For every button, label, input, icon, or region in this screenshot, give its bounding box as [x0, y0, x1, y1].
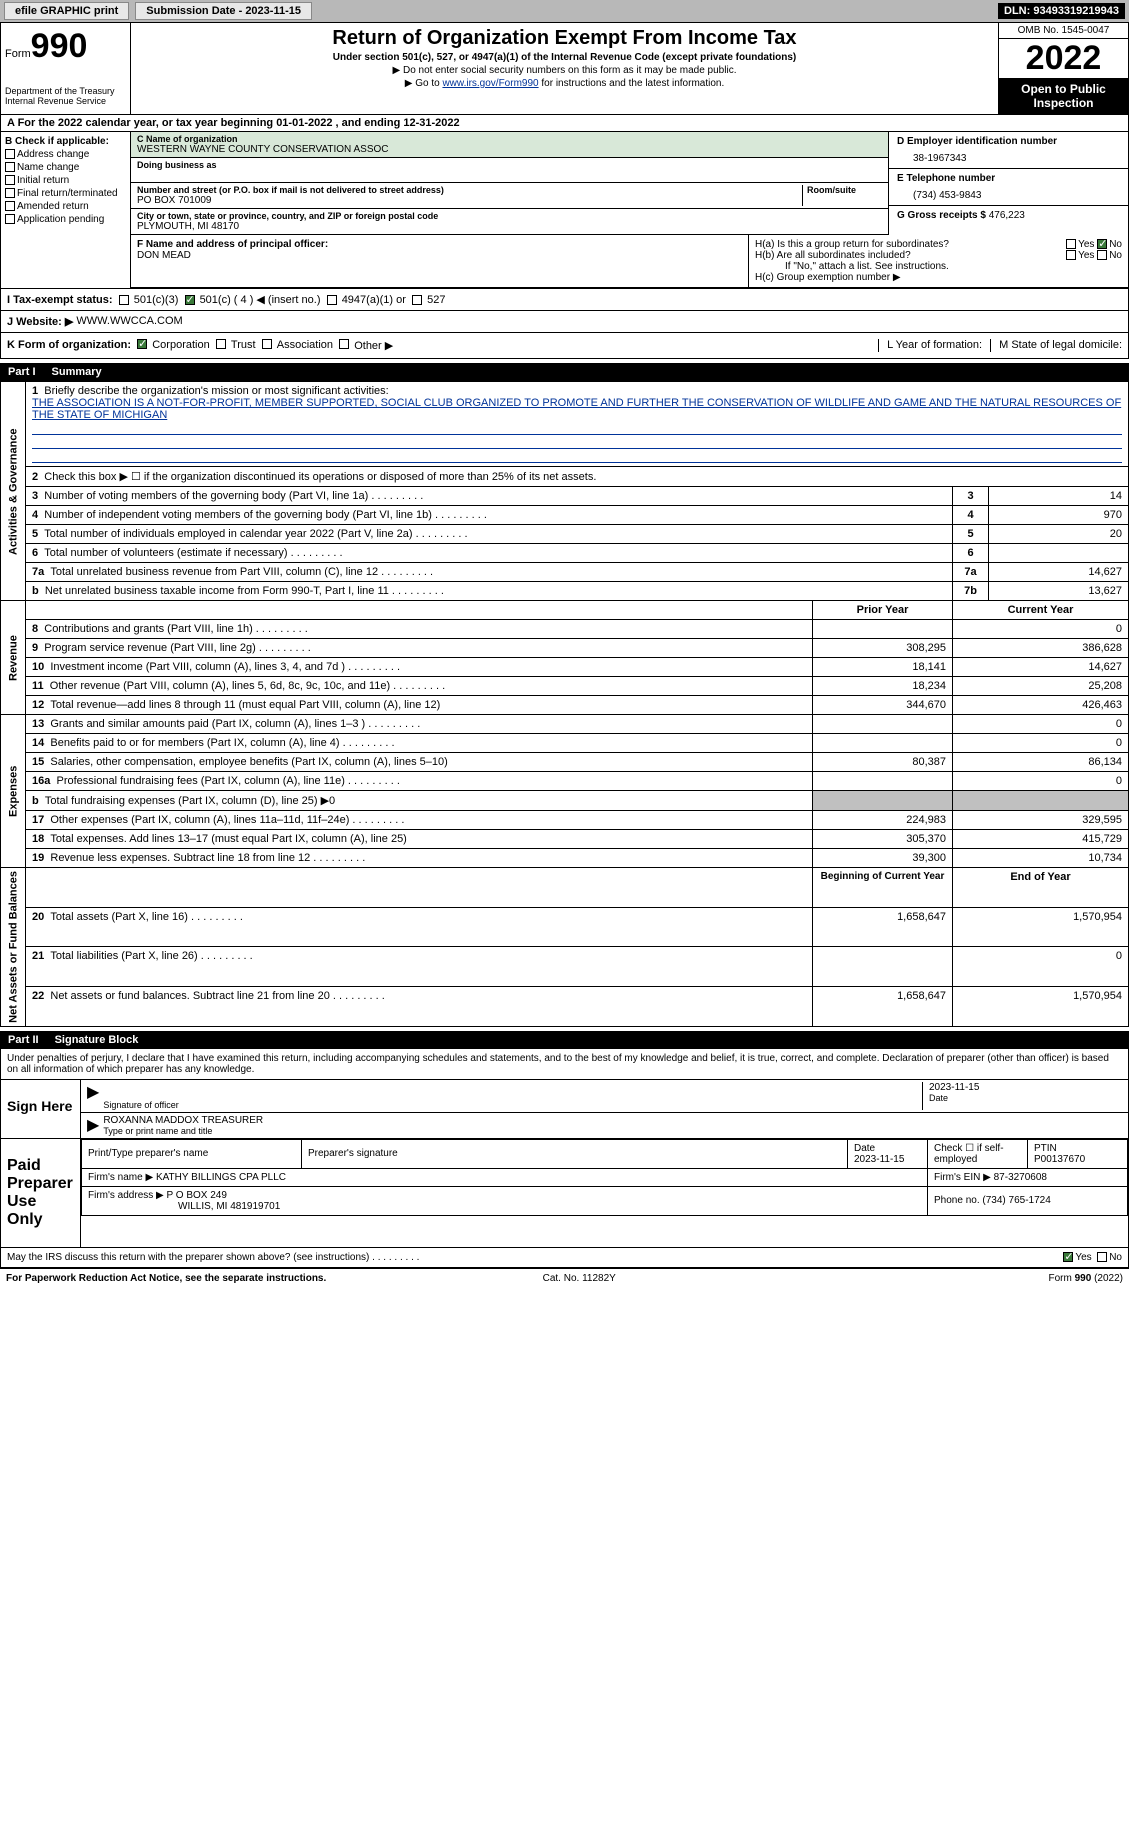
ein-value: 38-1967343	[897, 147, 1120, 164]
addr-label: Number and street (or P.O. box if mail i…	[137, 185, 802, 195]
summary-table: Activities & Governance 1 Briefly descri…	[0, 381, 1129, 1027]
chk-initial-return[interactable]	[5, 175, 15, 185]
ha-yes[interactable]	[1066, 239, 1076, 249]
phone-label: E Telephone number	[897, 173, 1120, 184]
discuss-yes[interactable]	[1063, 1252, 1073, 1262]
form-ref: Form 990 (2022)	[1049, 1273, 1123, 1284]
top-toolbar: efile GRAPHIC print Submission Date - 20…	[0, 0, 1129, 22]
mission-text: THE ASSOCIATION IS A NOT-FOR-PROFIT, MEM…	[32, 397, 1121, 421]
side-netassets: Net Assets or Fund Balances	[1, 868, 26, 1027]
form-word: Form	[5, 48, 31, 60]
col-b-label: B Check if applicable:	[5, 136, 126, 147]
prep-sig-label: Preparer's signature	[302, 1139, 848, 1168]
name-title-label: Type or print name and title	[103, 1126, 1122, 1136]
discuss-label: May the IRS discuss this return with the…	[7, 1252, 419, 1263]
side-expenses: Expenses	[1, 715, 26, 868]
hb-note: If "No," attach a list. See instructions…	[755, 261, 1122, 272]
dln-label: DLN: 93493319219943	[998, 3, 1125, 19]
org-name: WESTERN WAYNE COUNTY CONSERVATION ASSOC	[137, 144, 882, 155]
cat-number: Cat. No. 11282Y	[543, 1273, 616, 1284]
page-footer: For Paperwork Reduction Act Notice, see …	[0, 1268, 1129, 1288]
chk-4947[interactable]	[327, 295, 337, 305]
arrow-icon: ▶	[87, 1115, 99, 1136]
chk-address-change[interactable]	[5, 149, 15, 159]
hb-label: H(b) Are all subordinates included?	[755, 250, 911, 261]
irs-link[interactable]: www.irs.gov/Form990	[442, 78, 538, 89]
chk-corp[interactable]	[137, 339, 147, 349]
gross-label: G Gross receipts $	[897, 210, 986, 221]
phone-value: (734) 453-9843	[897, 184, 1120, 201]
signature-block: Under penalties of perjury, I declare th…	[0, 1049, 1129, 1268]
side-revenue: Revenue	[1, 601, 26, 715]
open-inspection: Open to Public Inspection	[999, 78, 1128, 114]
side-activities: Activities & Governance	[1, 382, 26, 601]
chk-app-pending[interactable]	[5, 214, 15, 224]
prep-name-label: Print/Type preparer's name	[82, 1139, 302, 1168]
chk-501c[interactable]	[185, 295, 195, 305]
part2-header: Part II Signature Block	[0, 1031, 1129, 1049]
discuss-no[interactable]	[1097, 1252, 1107, 1262]
org-name-label: C Name of organization	[137, 134, 882, 144]
year-formation: L Year of formation:	[878, 339, 982, 352]
hb-no[interactable]	[1097, 250, 1107, 260]
row-k-form-org: K Form of organization: Corporation Trus…	[0, 333, 1129, 359]
chk-other[interactable]	[339, 339, 349, 349]
dba-label: Doing business as	[137, 160, 882, 170]
form-title: Return of Organization Exempt From Incom…	[141, 27, 988, 50]
hb-yes[interactable]	[1066, 250, 1076, 260]
gross-value: 476,223	[989, 210, 1025, 221]
officer-name-title: ROXANNA MADDOX TREASURER	[103, 1115, 1122, 1126]
state-domicile: M State of legal domicile:	[990, 339, 1122, 352]
addr-value: PO BOX 701009	[137, 195, 802, 206]
tax-year: 2022	[999, 39, 1128, 78]
ha-label: H(a) Is this a group return for subordin…	[755, 239, 949, 250]
form-subtitle: Under section 501(c), 527, or 4947(a)(1)…	[141, 52, 988, 63]
city-label: City or town, state or province, country…	[137, 211, 882, 221]
chk-assoc[interactable]	[262, 339, 272, 349]
chk-name-change[interactable]	[5, 162, 15, 172]
sig-officer-label: Signature of officer	[103, 1100, 922, 1110]
hc-label: H(c) Group exemption number ▶	[755, 272, 1122, 283]
dept-label: Department of the Treasury Internal Reve…	[5, 86, 126, 106]
omb-number: OMB No. 1545-0047	[999, 23, 1128, 39]
note-goto: ▶ Go to www.irs.gov/Form990 for instruct…	[141, 78, 988, 89]
sig-date-value: 2023-11-15	[929, 1082, 1122, 1093]
sign-here-label: Sign Here	[1, 1080, 81, 1138]
block-bcdefg: B Check if applicable: Address change Na…	[0, 132, 1129, 289]
form-header: Form 990 Department of the Treasury Inte…	[0, 22, 1129, 115]
part1-header: Part I Summary	[0, 363, 1129, 381]
paid-preparer-label: Paid Preparer Use Only	[1, 1139, 81, 1247]
efile-button[interactable]: efile GRAPHIC print	[4, 2, 129, 20]
room-label: Room/suite	[807, 185, 882, 195]
city-value: PLYMOUTH, MI 48170	[137, 221, 882, 232]
note-ssn: ▶ Do not enter social security numbers o…	[141, 65, 988, 76]
chk-527[interactable]	[412, 295, 422, 305]
check-self-employed: Check ☐ if self-employed	[928, 1139, 1028, 1168]
officer-name: DON MEAD	[137, 250, 742, 261]
website-value: WWW.WWCCA.COM	[76, 315, 182, 328]
chk-501c3[interactable]	[119, 295, 129, 305]
row-a-period: A For the 2022 calendar year, or tax yea…	[0, 115, 1129, 132]
chk-amended[interactable]	[5, 201, 15, 211]
row-j-website: J Website: ▶ WWW.WWCCA.COM	[0, 311, 1129, 333]
row-i-tax-status: I Tax-exempt status: 501(c)(3) 501(c) ( …	[0, 289, 1129, 311]
col-b-checkboxes: B Check if applicable: Address change Na…	[1, 132, 131, 288]
sig-date-label: Date	[929, 1093, 1122, 1103]
officer-label: F Name and address of principal officer:	[137, 239, 742, 250]
chk-trust[interactable]	[216, 339, 226, 349]
chk-final-return[interactable]	[5, 188, 15, 198]
ha-no[interactable]	[1097, 239, 1107, 249]
paperwork-notice: For Paperwork Reduction Act Notice, see …	[6, 1273, 326, 1284]
arrow-icon: ▶	[87, 1082, 99, 1110]
ein-label: D Employer identification number	[897, 136, 1120, 147]
form-number: 990	[31, 27, 88, 66]
submission-date-button[interactable]: Submission Date - 2023-11-15	[135, 2, 312, 20]
declaration: Under penalties of perjury, I declare th…	[1, 1049, 1128, 1080]
